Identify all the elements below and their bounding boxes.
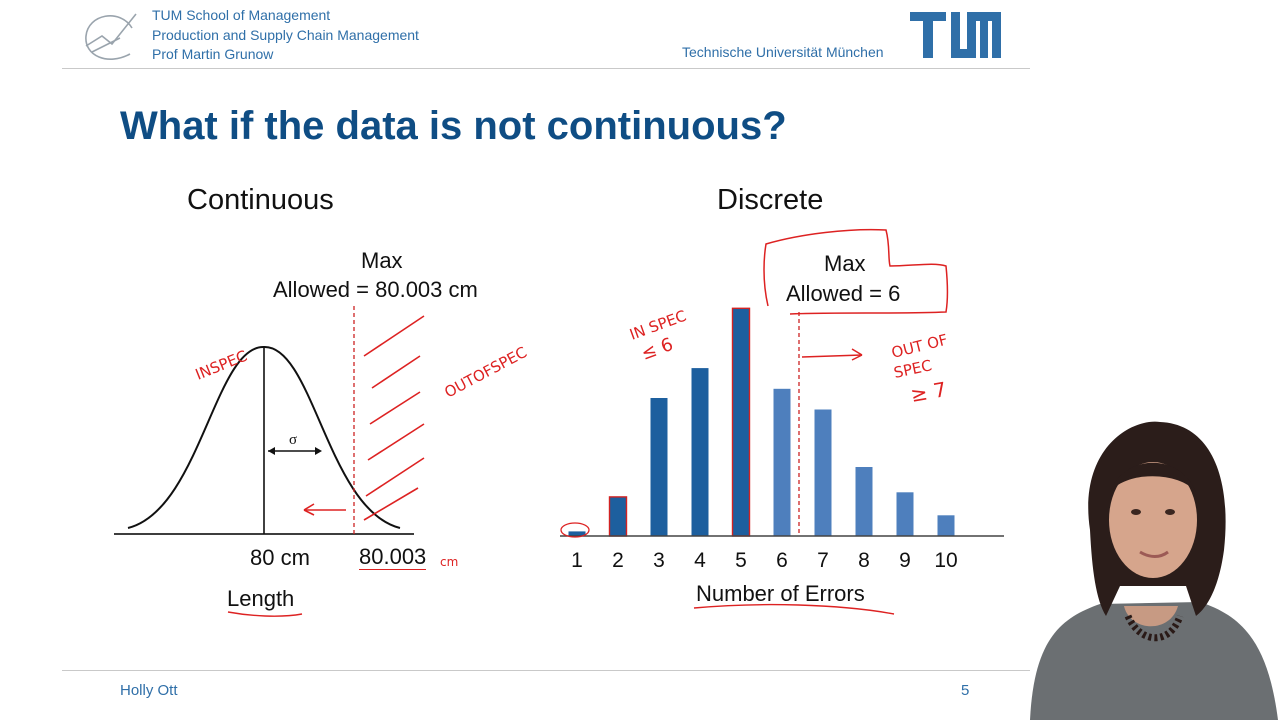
bar-1-circle [560,522,590,538]
tick-mean-label: 80 cm [250,545,310,570]
continuous-axis-label: Length [227,586,295,611]
bar-7 [814,409,832,536]
x-tick-label-1: 1 [571,549,583,572]
page-title: What if the data is not continuous? [120,104,787,148]
out-of-spec-hatching [363,315,425,521]
x-tick-label-3: 3 [653,549,665,572]
out-of-spec-ge-annotation: ≥ 7 [909,377,948,407]
unit-annotation: cm [440,555,458,569]
right-arrow [801,354,863,358]
errors-underline [693,603,895,615]
x-tick-labels: 1 2 3 4 5 6 7 8 9 10 [571,549,958,572]
bar-5 [731,307,751,537]
length-underline [227,611,303,617]
tick-limit-label: 80.003 [359,544,427,570]
bar-6 [773,388,791,536]
limit-box-annotation [763,228,949,315]
institution-line: Production and Supply Chain Management [152,26,419,43]
bars-group [568,307,955,537]
bar-3 [650,398,668,536]
bar-10 [937,515,955,536]
bar-4 [691,368,709,536]
x-tick-label-5: 5 [735,549,747,572]
bar-1 [568,531,586,536]
continuous-limit-label-max: Max [361,248,403,273]
institution-block: TUM School of Management Production and … [152,6,419,65]
x-tick-label-2: 2 [612,549,624,572]
discrete-axis-label: Number of Errors [696,581,865,606]
x-tick-label-9: 9 [899,549,911,572]
x-tick-label-6: 6 [776,549,788,572]
x-tick-label-8: 8 [858,549,870,572]
header-divider [62,68,1030,69]
discrete-limit-label-max: Max [824,251,866,276]
continuous-limit-label-allowed: Allowed = 80.003 cm [273,277,478,302]
presenter-video [1020,380,1280,720]
x-tick-label-10: 10 [934,549,957,572]
bar-9 [896,492,914,536]
university-name: Technische Universität München [682,44,884,60]
institution-line: Prof Martin Grunow [152,46,274,62]
discrete-heading: Discrete [717,184,824,216]
footer-divider [62,670,1030,671]
continuous-heading: Continuous [187,184,334,216]
x-tick-label-4: 4 [694,549,706,572]
bar-2 [608,496,628,537]
sigma-label: σ [289,432,297,448]
presenter-name: Holly Ott [120,682,178,699]
institution-line: TUM School of Management [152,7,331,23]
page-number: 5 [961,682,970,699]
out-of-spec-annotation-discrete: OUT OF [890,331,950,362]
school-logo-icon [85,13,137,60]
x-tick-label-7: 7 [817,549,829,572]
bar-8 [855,467,873,536]
discrete-limit-label-allowed: Allowed = 6 [786,281,901,306]
